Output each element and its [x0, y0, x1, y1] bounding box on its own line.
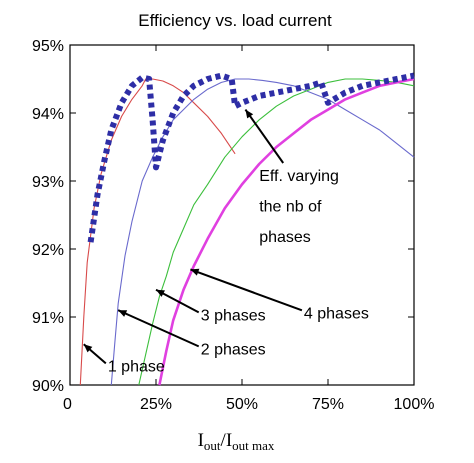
y-axis: 90% 91% 92% 93% 94% 95% [32, 38, 414, 395]
x-axis-label-sub2: out max [232, 438, 275, 453]
x-tick-label: 50% [226, 396, 258, 413]
y-tick-label: 91% [32, 310, 64, 327]
y-tick-label: 93% [32, 174, 64, 191]
annotation-layer: Eff. varying the nb of phases 1 phase 2 phas… [83, 109, 369, 375]
series-line-5 [87, 72, 415, 243]
annotation-arrow-head [245, 109, 254, 119]
y-tick-label: 94% [32, 106, 64, 123]
annotation-arrow-line [117, 309, 200, 348]
series-line-4 [158, 77, 415, 386]
annotation-label: 1 phase [108, 358, 165, 375]
annotation-label: 2 phases [201, 341, 266, 358]
plot-frame [69, 44, 415, 386]
series-line-3 [138, 78, 415, 386]
chart-title: Efficiency vs. load current [138, 11, 332, 30]
x-axis-label-main: I [198, 430, 204, 451]
x-axis-label-sub1: out [204, 438, 221, 453]
annotation-arrow-head [190, 268, 200, 276]
annotation-arrow-head [156, 289, 165, 297]
y-tick-label: 92% [32, 242, 64, 259]
annotation-arrow-head [83, 344, 93, 353]
annotation-label: phases [259, 229, 311, 246]
x-axis-label-mid: /I [221, 430, 233, 451]
y-tick-label: 90% [32, 378, 64, 395]
annotation-arrow-line [190, 268, 303, 312]
annotation-arrow-head [118, 310, 128, 317]
annotation-label: 4 phases [304, 305, 369, 322]
y-tick-label: 95% [32, 38, 64, 55]
annotation-label: Eff. varying [259, 168, 339, 185]
x-tick-label: 0 [63, 396, 72, 413]
x-axis-label: Iout/Iout max [198, 430, 275, 453]
annotation-label: the nb of [259, 199, 322, 216]
x-tick-label: 25% [140, 396, 172, 413]
x-axis: 0 25% 50% 75% 100% [63, 45, 434, 413]
annotation-arrow-line [244, 109, 285, 164]
series-line-2 [110, 78, 415, 386]
annotation-label: 3 phases [201, 307, 266, 324]
series-line-1 [79, 78, 236, 386]
series-layer [79, 72, 415, 386]
x-tick-label: 75% [312, 396, 344, 413]
x-tick-label: 100% [394, 396, 435, 413]
